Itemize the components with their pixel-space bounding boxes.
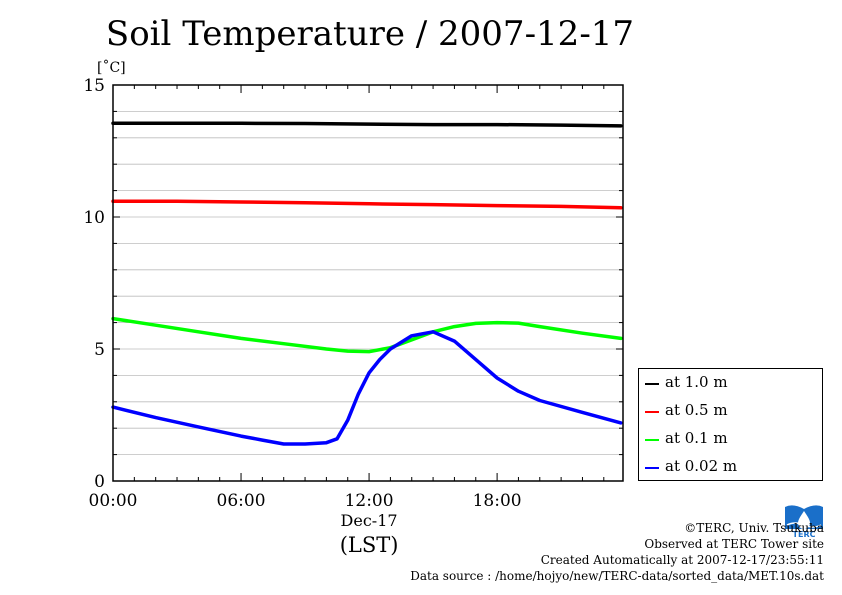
legend-swatch <box>645 411 659 413</box>
legend-item: at 0.1 m <box>645 429 820 451</box>
y-tick-label: 5 <box>94 340 105 360</box>
legend-label: at 1.0 m <box>665 373 728 391</box>
x-tick-label: 06:00 <box>217 491 266 511</box>
copyright-text: ©TERC, Univ. Tsukuba <box>684 521 824 535</box>
legend-item: at 0.5 m <box>645 401 820 423</box>
plot-frame <box>112 84 624 482</box>
observed-text: Observed at TERC Tower site <box>644 537 824 551</box>
y-tick-label: 15 <box>83 76 105 96</box>
legend: at 1.0 m at 0.5 m at 0.1 m at 0.02 m <box>638 368 823 481</box>
legend-label: at 0.02 m <box>665 457 738 475</box>
x-date-label: Dec-17 <box>341 511 398 530</box>
source-text: Data source : /home/hojyo/new/TERC-data/… <box>410 569 824 583</box>
created-text: Created Automatically at 2007-12-17/23:5… <box>540 553 824 567</box>
series-line <box>111 199 623 210</box>
legend-label: at 0.1 m <box>665 429 728 447</box>
legend-swatch <box>645 439 659 441</box>
series-line <box>111 330 623 446</box>
series-line <box>111 316 623 354</box>
legend-label: at 0.5 m <box>665 401 728 419</box>
legend-swatch <box>645 467 659 469</box>
x-axis-label: (LST) <box>340 533 399 557</box>
chart-title: Soil Temperature / 2007-12-17 <box>105 14 635 54</box>
credits: ©TERC, Univ. Tsukuba Observed at TERC To… <box>410 520 824 584</box>
terc-logo: TERC <box>783 503 825 539</box>
logo-text: TERC <box>793 530 816 539</box>
legend-swatch <box>645 383 659 385</box>
legend-item: at 1.0 m <box>645 373 820 395</box>
y-tick-label: 10 <box>83 208 105 228</box>
y-tick-label: 0 <box>94 472 105 492</box>
x-tick-label: 12:00 <box>345 491 394 511</box>
legend-item: at 0.02 m <box>645 457 820 479</box>
x-tick-label: 00:00 <box>89 491 138 511</box>
x-tick-label: 18:00 <box>473 491 522 511</box>
series-line <box>111 121 623 128</box>
y-axis-unit: [˚C] <box>97 59 126 76</box>
